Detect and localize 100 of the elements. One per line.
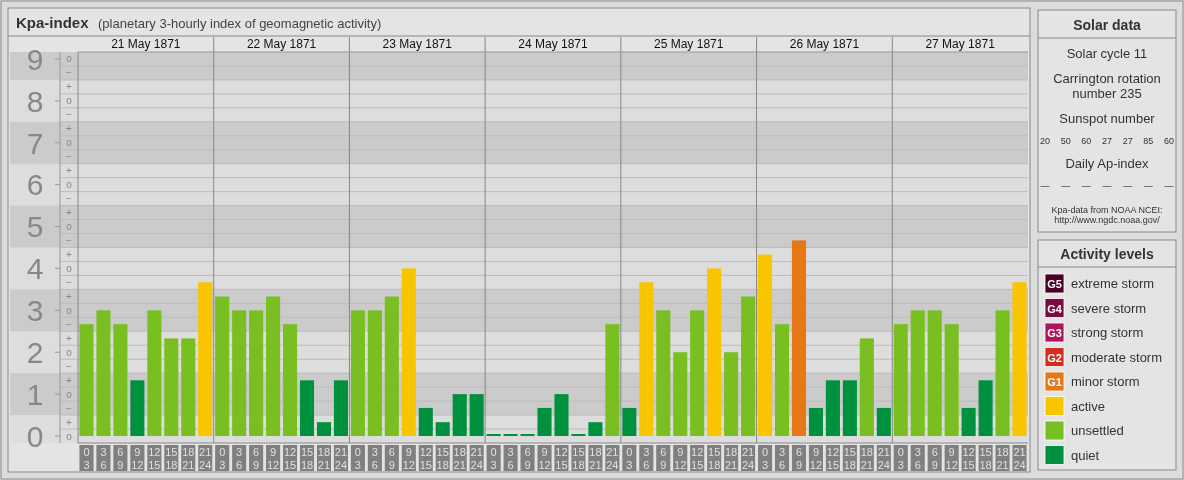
- x-tick-label: 3 6: [100, 446, 107, 471]
- x-tick-label: 21 24: [199, 446, 212, 471]
- bar: [350, 310, 365, 437]
- bar: [333, 380, 348, 437]
- bar: [859, 338, 874, 437]
- annotation: +: [66, 332, 73, 344]
- chart-subtitle: (planetary 3-hourly index of geomagnetic activity): [98, 16, 382, 31]
- bar: [639, 282, 654, 437]
- x-tick-label: 15 18: [165, 446, 178, 471]
- bar: [707, 268, 722, 437]
- bar: [486, 434, 501, 437]
- bar: [1012, 282, 1027, 437]
- x-tick-label: 18 21: [860, 446, 873, 471]
- y-tick-label: 5: [26, 210, 44, 244]
- annotation: −: [66, 235, 73, 247]
- x-tick-label: 0 3: [83, 446, 90, 471]
- bar: [808, 407, 823, 437]
- bar: [656, 310, 671, 437]
- annotation: +: [66, 374, 73, 386]
- x-tick-label: 18 21: [453, 446, 466, 471]
- annotation: o: [66, 137, 73, 149]
- bar: [367, 310, 382, 437]
- legend-label: minor storm: [1071, 374, 1140, 389]
- text: Solar data: [1073, 17, 1142, 33]
- x-tick-label: 15 18: [979, 446, 992, 471]
- x-tick-label: 15 18: [436, 446, 449, 471]
- x-tick-label: 0 3: [626, 446, 633, 471]
- bar: [147, 310, 162, 437]
- x-tick-label: 18 21: [996, 446, 1009, 471]
- bar: [673, 352, 688, 437]
- x-tick-label: 12 15: [555, 446, 568, 471]
- x-tick-label: 0 3: [219, 446, 226, 471]
- bar: [554, 394, 569, 437]
- annotation: +: [66, 123, 73, 135]
- text: G3: [1047, 327, 1062, 339]
- bar: [232, 310, 247, 437]
- x-tick-label: 18 21: [725, 446, 738, 471]
- y-tick-label: 8: [26, 84, 44, 118]
- bar: [452, 394, 467, 437]
- x-tick-label: 9 12: [674, 446, 687, 471]
- y-tick-label: 0: [26, 419, 44, 453]
- bar: [758, 254, 773, 437]
- bar: [605, 324, 620, 437]
- bar: [130, 380, 145, 437]
- x-tick-label: 3 6: [778, 446, 786, 471]
- y-tick-label: 6: [26, 168, 44, 202]
- y-tick-label: 1: [26, 377, 44, 411]
- bar: [283, 324, 298, 437]
- x-tick-label: 6 9: [388, 446, 395, 471]
- x-tick-label: 6 9: [524, 446, 531, 471]
- bar: [164, 338, 179, 437]
- bar: [995, 310, 1010, 437]
- x-tick-label: 9 12: [402, 446, 415, 471]
- x-tick-label: 15 18: [572, 446, 585, 471]
- annotation: +: [66, 290, 73, 302]
- legend-label: extreme storm: [1071, 276, 1155, 291]
- bar: [741, 296, 756, 437]
- text: 24 May 1871: [518, 37, 589, 51]
- x-tick-label: 15 18: [843, 446, 856, 471]
- annotation: −: [66, 109, 73, 121]
- annotation: o: [66, 95, 73, 107]
- x-tick-label: 6 9: [253, 446, 260, 471]
- text: 22 May 1871: [246, 37, 317, 51]
- x-tick-label: 9 12: [266, 446, 280, 471]
- x-tick-label: 3 6: [507, 446, 514, 471]
- bar: [961, 407, 976, 437]
- annotation: −: [66, 402, 73, 414]
- text: 23 May 1871: [382, 37, 453, 51]
- x-tick-label: 9 12: [945, 446, 958, 471]
- legend-label: severe storm: [1071, 300, 1147, 316]
- x-tick-label: 21 24: [334, 446, 348, 471]
- x-tick-label: 21 24: [1013, 446, 1026, 471]
- bar: [181, 338, 196, 437]
- annotation: +: [66, 248, 73, 260]
- bar: [876, 407, 891, 437]
- annotation: −: [66, 193, 73, 205]
- x-tick-label: 18 21: [589, 446, 602, 471]
- bar: [79, 324, 94, 437]
- text: Carrington rotation number 235: [1053, 71, 1161, 101]
- annotation: +: [66, 165, 73, 177]
- legend-label: active: [1071, 398, 1105, 414]
- annotation: o: [66, 179, 73, 191]
- text: Daily Ap-index: [1065, 156, 1150, 171]
- x-tick-label: 12 15: [283, 446, 297, 471]
- legend-label: strong storm: [1071, 325, 1144, 340]
- x-tick-label: 21 24: [606, 446, 619, 471]
- bar: [774, 324, 790, 437]
- text: — — — — — — —: [1040, 181, 1174, 191]
- bar: [435, 422, 450, 437]
- x-tick-label: 9 12: [131, 446, 144, 471]
- bar: [893, 324, 908, 437]
- x-tick-label: 3 6: [914, 446, 921, 471]
- bar: [622, 407, 637, 437]
- x-tick-label: 6 9: [117, 446, 124, 471]
- bar: [299, 380, 315, 437]
- x-tick-label: 15 18: [300, 446, 314, 471]
- text: 20 50 60 27 27 85 60: [1039, 136, 1175, 146]
- text: 27 May 1871: [925, 37, 996, 51]
- annotation: +: [66, 416, 73, 428]
- text: G4: [1047, 302, 1063, 315]
